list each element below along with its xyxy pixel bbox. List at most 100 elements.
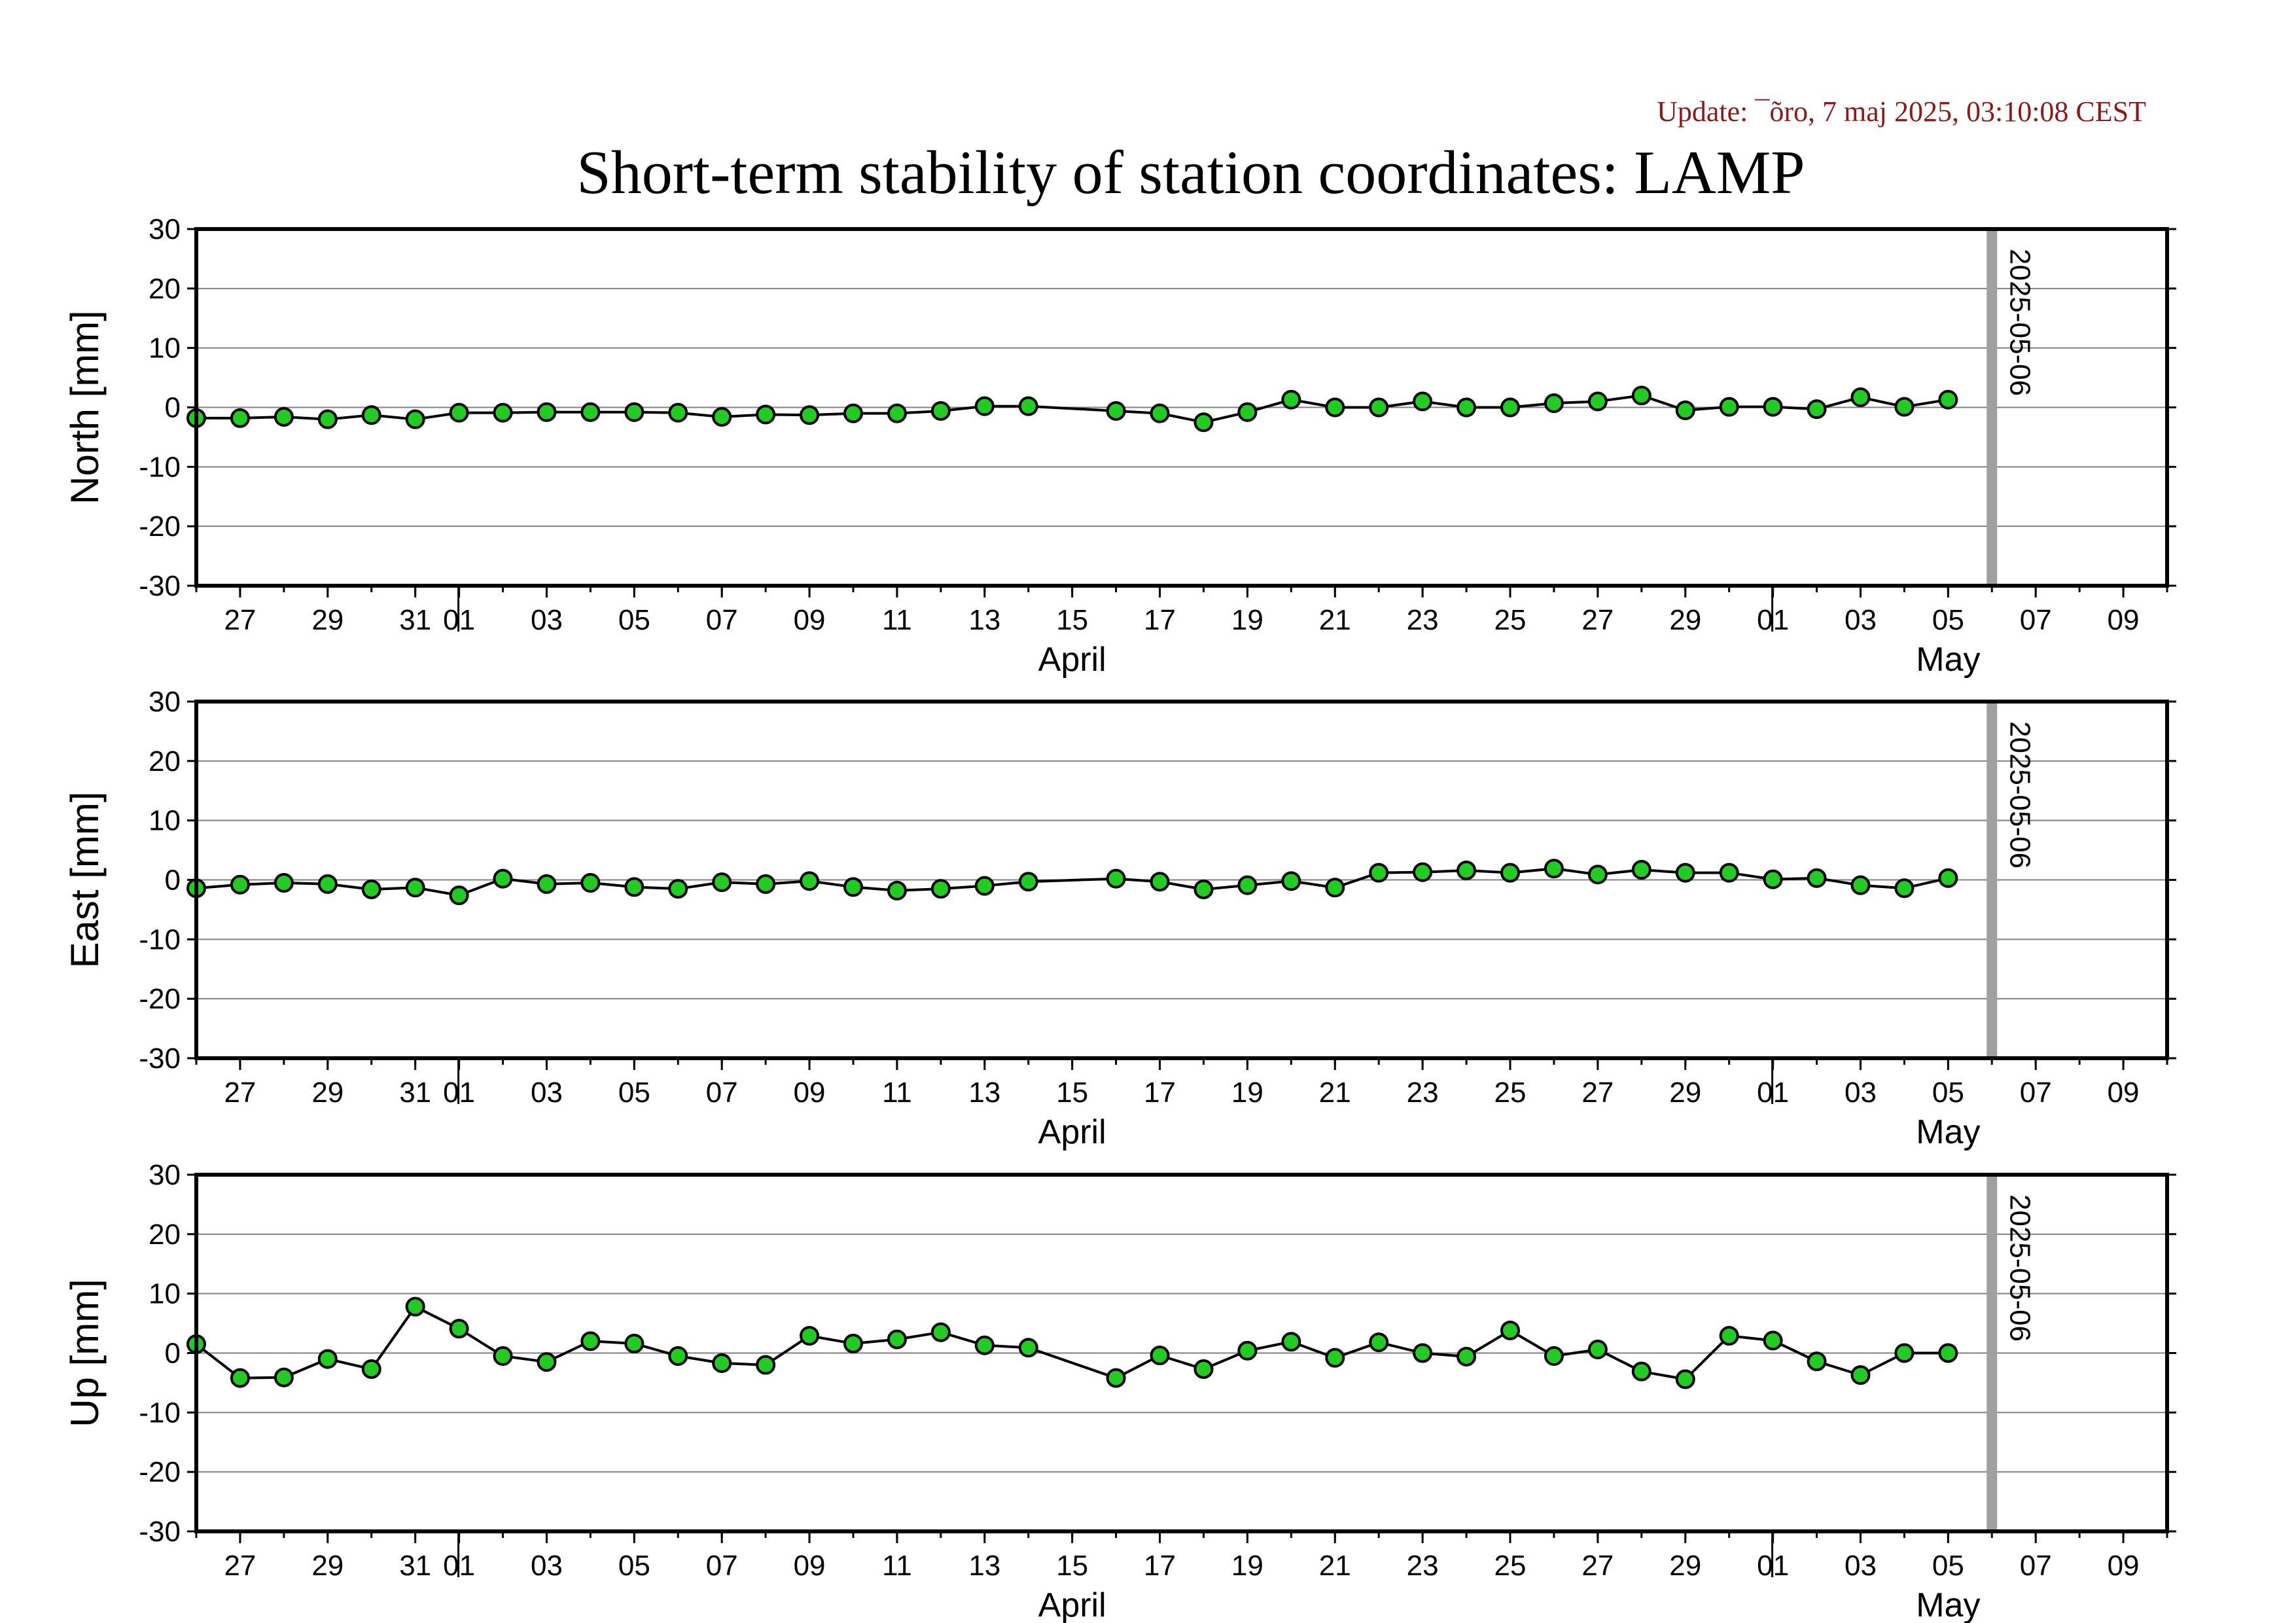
data-point bbox=[1675, 401, 1695, 421]
x-tick-label: 29 bbox=[1669, 1077, 1701, 1109]
month-label: May bbox=[1916, 641, 1980, 679]
data-point bbox=[449, 885, 469, 906]
data-point bbox=[274, 407, 294, 427]
month-label: April bbox=[1038, 1586, 1106, 1623]
data-point bbox=[1544, 859, 1564, 879]
data-point bbox=[230, 1368, 250, 1388]
data-point bbox=[1325, 397, 1345, 418]
x-tick-label: 17 bbox=[1144, 1550, 1176, 1582]
x-tick-label: 21 bbox=[1319, 604, 1351, 636]
data-point bbox=[712, 1353, 732, 1373]
data-point bbox=[1938, 389, 1958, 410]
data-point bbox=[800, 1326, 820, 1346]
data-point bbox=[800, 405, 820, 425]
data-point bbox=[887, 403, 907, 423]
x-tick-label: 07 bbox=[706, 1077, 738, 1109]
x-tick-label: 07 bbox=[2020, 1550, 2052, 1582]
data-point bbox=[449, 402, 469, 423]
data-point bbox=[930, 401, 951, 421]
y-tick-label: 10 bbox=[149, 805, 181, 837]
x-tick-label: 05 bbox=[1932, 604, 1964, 636]
y-tick-label: -30 bbox=[139, 1043, 181, 1075]
data-point bbox=[1850, 875, 1871, 895]
data-point bbox=[537, 1352, 557, 1372]
x-tick-label: 11 bbox=[882, 1550, 912, 1582]
month-label: May bbox=[1916, 1113, 1980, 1151]
x-tick-label: 13 bbox=[968, 1550, 1000, 1582]
x-tick-label: 31 bbox=[399, 604, 431, 636]
x-tick-label: 31 bbox=[399, 1077, 431, 1109]
x-tick-label: 25 bbox=[1494, 1077, 1527, 1109]
data-point bbox=[405, 409, 425, 429]
data-point bbox=[317, 409, 338, 429]
data-point bbox=[230, 874, 250, 895]
x-tick-label: 19 bbox=[1231, 1550, 1263, 1582]
x-tick-label: 09 bbox=[2108, 604, 2140, 636]
x-tick-label: 15 bbox=[1056, 604, 1088, 636]
data-point bbox=[1500, 863, 1520, 883]
data-point bbox=[1281, 389, 1301, 410]
x-tick-label: 07 bbox=[706, 604, 738, 636]
data-point bbox=[449, 1319, 469, 1339]
x-tick-label: 05 bbox=[1932, 1077, 1964, 1109]
data-point bbox=[930, 1322, 951, 1342]
data-point bbox=[1237, 875, 1258, 895]
y-tick-label: -10 bbox=[139, 451, 181, 483]
x-tick-label: 07 bbox=[706, 1550, 738, 1582]
data-point bbox=[1413, 391, 1433, 412]
data-point bbox=[1544, 393, 1564, 414]
data-point bbox=[1587, 1340, 1608, 1360]
data-point bbox=[974, 396, 995, 416]
y-tick-label: 30 bbox=[149, 686, 181, 718]
data-point bbox=[756, 874, 776, 894]
y-tick-label: -20 bbox=[139, 510, 181, 543]
y-tick-label: 0 bbox=[165, 865, 181, 897]
month-label: April bbox=[1038, 641, 1106, 679]
panel-east: 2025-05-06 -30 -20 -10 0 10 20 30 East [mm] 27 29 3… bbox=[63, 686, 2176, 1151]
data-point bbox=[1325, 1347, 1345, 1368]
data-point bbox=[361, 1359, 381, 1380]
y-axis-label: North [mm] bbox=[63, 310, 107, 505]
data-point bbox=[1631, 1361, 1651, 1382]
data-point bbox=[668, 402, 688, 423]
y-axis-label: East [mm] bbox=[63, 791, 107, 968]
data-point bbox=[843, 877, 863, 897]
y-tick-label: 0 bbox=[165, 1338, 181, 1370]
data-point bbox=[756, 404, 776, 425]
data-point bbox=[1719, 397, 1739, 417]
x-tick-label: 09 bbox=[2108, 1077, 2140, 1109]
data-point bbox=[317, 874, 338, 894]
data-point bbox=[668, 879, 688, 899]
x-tick-label: 11 bbox=[882, 604, 912, 636]
data-point bbox=[1193, 880, 1214, 900]
data-point bbox=[580, 873, 601, 893]
data-point bbox=[1413, 862, 1433, 882]
reference-line-label: 2025-05-06 bbox=[2004, 721, 2036, 868]
data-point bbox=[317, 1349, 338, 1369]
data-point bbox=[1281, 1332, 1301, 1352]
x-tick-label: 09 bbox=[2108, 1550, 2140, 1582]
reference-line-label: 2025-05-06 bbox=[2004, 249, 2036, 396]
y-tick-label: 10 bbox=[149, 332, 181, 365]
data-point bbox=[1675, 863, 1695, 883]
data-point bbox=[1150, 872, 1170, 892]
data-point bbox=[1018, 1338, 1038, 1358]
data-point bbox=[537, 874, 557, 894]
data-point bbox=[756, 1355, 776, 1375]
y-tick-label: -10 bbox=[139, 1397, 181, 1429]
x-tick-label: 23 bbox=[1407, 1550, 1439, 1582]
data-point bbox=[887, 880, 907, 901]
x-tick-label: 07 bbox=[2020, 1077, 2052, 1109]
data-point bbox=[1850, 387, 1871, 408]
panel-up: 2025-05-06 -30 -20 -10 0 10 20 30 Up [mm] 27 29 31 0… bbox=[63, 1159, 2176, 1623]
data-point bbox=[974, 1335, 995, 1355]
data-point bbox=[1106, 868, 1126, 889]
x-tick-label: 07 bbox=[2020, 604, 2052, 636]
data-point bbox=[1413, 1343, 1433, 1363]
data-point bbox=[1193, 1359, 1214, 1380]
y-tick-label: -20 bbox=[139, 1456, 181, 1488]
data-point bbox=[230, 408, 250, 428]
data-point bbox=[1763, 869, 1783, 889]
x-tick-label: 27 bbox=[1581, 1077, 1614, 1109]
